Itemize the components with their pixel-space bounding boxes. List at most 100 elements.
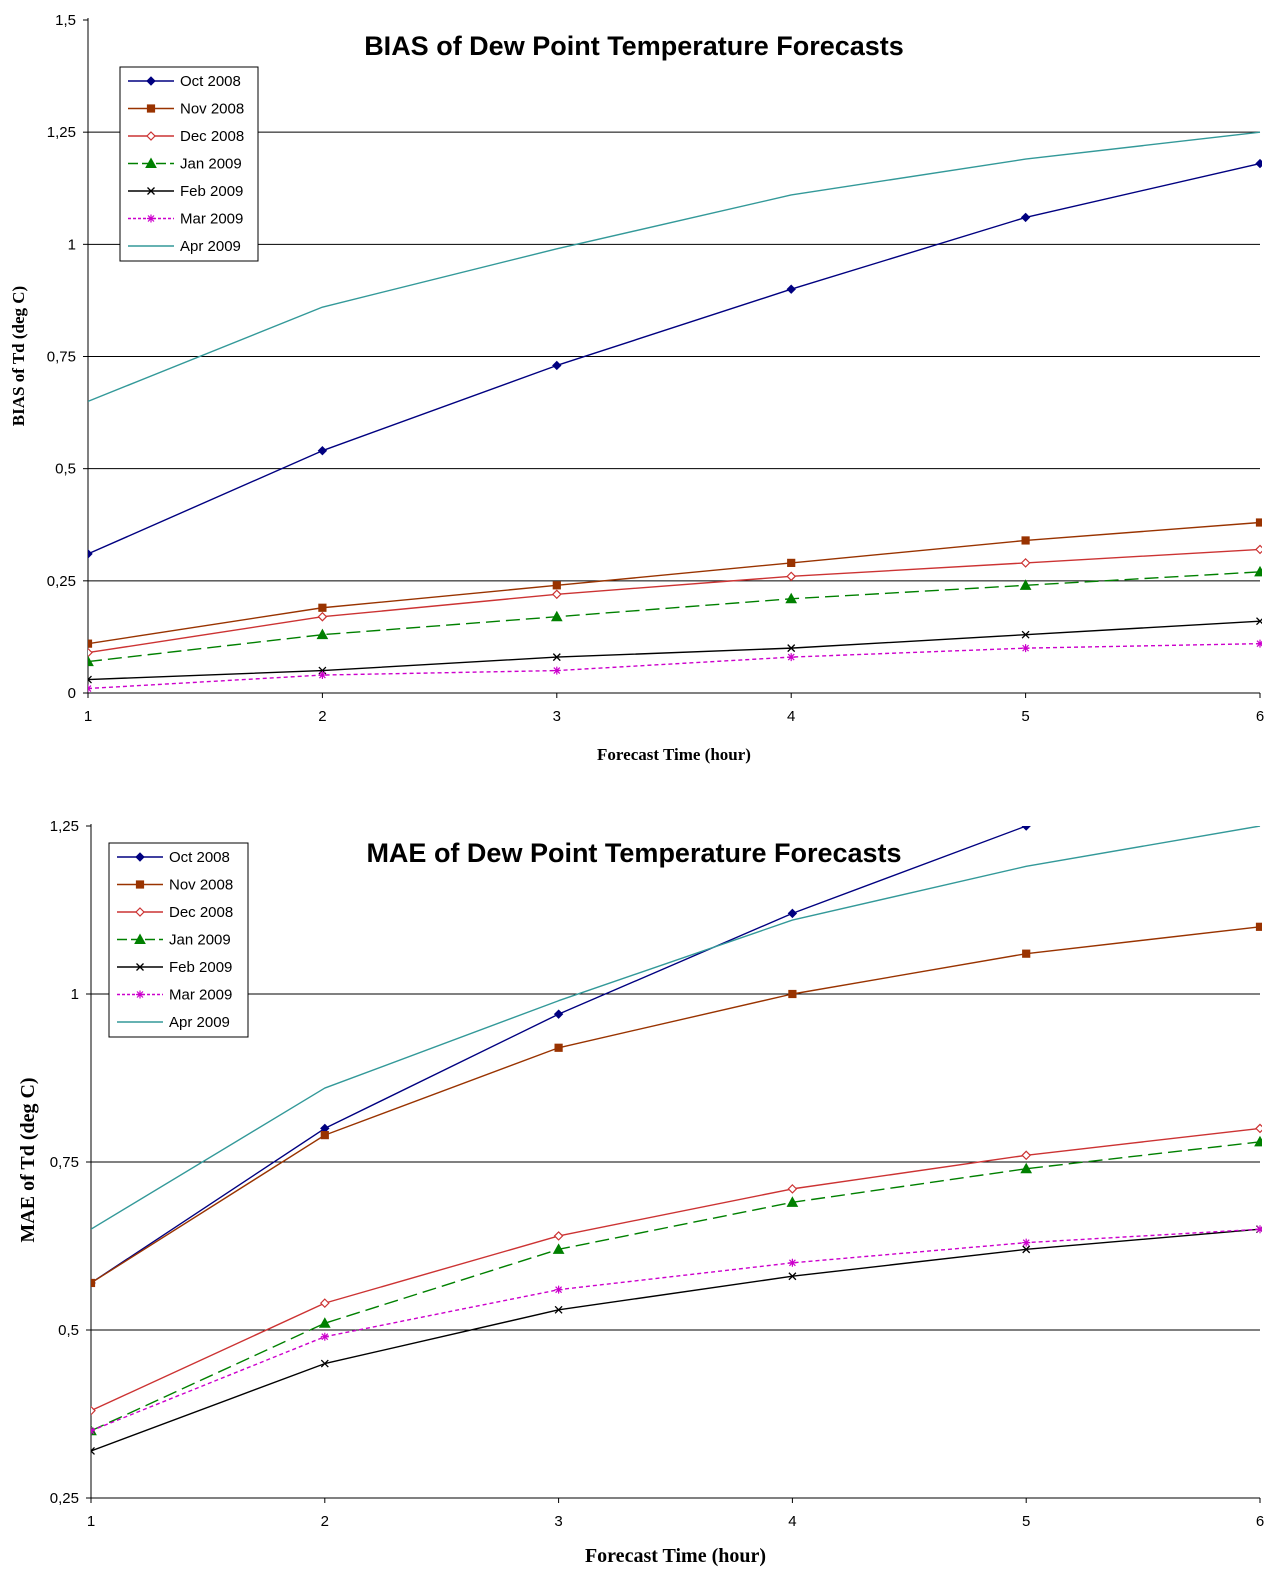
point-nov-2008 [320, 1131, 329, 1140]
point-oct-2008 [553, 1009, 564, 1019]
series-line-nov-2008 [88, 521, 1261, 645]
point-feb-2009 [91, 1447, 95, 1455]
point-oct-2008 [787, 908, 798, 919]
series-line-apr-2009 [91, 826, 1261, 1230]
point-dec-2008 [317, 611, 328, 622]
point-oct-2008 [786, 284, 796, 294]
series-line-mar-2009 [91, 1228, 1261, 1432]
point-feb-2009 [554, 1305, 563, 1314]
x-tick-label: 1 [87, 1513, 95, 1530]
legend-marker-mar-2009 [136, 990, 144, 999]
point-nov-2008 [787, 558, 796, 567]
y-tick-label: 0,75 [50, 1154, 79, 1171]
point-nov-2008 [1022, 949, 1031, 958]
point-jan-2009 [1020, 1162, 1033, 1174]
point-oct-2008 [552, 360, 562, 371]
legend-label-nov-2008: Nov 2008 [180, 101, 244, 118]
point-jan-2009 [1254, 565, 1262, 577]
point-jan-2009 [552, 1243, 565, 1254]
mae-chart: 0,25 0,5 0,75 1 1,25 1 2 3 4 5 6 Forecast Time (hou… [17, 818, 1264, 1567]
y-tick-label: 0,25 [47, 573, 76, 590]
x-tick-label: 3 [554, 1513, 562, 1530]
x-tick-label: 4 [788, 1513, 796, 1530]
point-dec-2008 [786, 571, 797, 582]
point-dec-2008 [553, 1231, 564, 1241]
point-nov-2008 [91, 1278, 96, 1288]
series-line-feb-2009 [91, 1228, 1261, 1452]
series-line-jan-2009 [91, 1141, 1261, 1432]
y-tick-label: 1,25 [47, 124, 76, 141]
y-axis-title: MAE of Td (deg C) [17, 1077, 39, 1242]
point-dec-2008 [551, 589, 562, 600]
legend-marker-oct-2008 [135, 852, 145, 862]
series-line-jan-2009 [88, 571, 1261, 663]
legend-label-jan-2009: Jan 2009 [169, 932, 231, 949]
y-tick-label: 0,5 [58, 1322, 79, 1339]
point-nov-2008 [88, 639, 93, 648]
plot-area [91, 826, 1262, 1455]
legend-label-nov-2008: Nov 2008 [169, 877, 233, 894]
point-jan-2009 [550, 610, 563, 622]
point-mar-2009 [788, 1258, 797, 1267]
legend-marker-feb-2009 [136, 963, 144, 971]
x-axis-title: Forecast Time (hour) [585, 1545, 766, 1567]
y-tick-label: 0,75 [47, 349, 76, 366]
x-tick-label: 6 [1256, 708, 1264, 725]
y-tick-label: 0,25 [50, 1490, 79, 1507]
point-feb-2009 [787, 644, 796, 653]
point-mar-2009 [552, 666, 561, 675]
legend-marker-dec-2008 [146, 131, 156, 141]
legend-marker-nov-2008 [146, 104, 156, 113]
x-tick-label: 2 [318, 708, 326, 725]
point-feb-2009 [1256, 617, 1262, 626]
series-line-dec-2008 [88, 548, 1261, 654]
chart-title: BIAS of Dew Point Temperature Forecasts [364, 31, 904, 61]
point-nov-2008 [1021, 536, 1030, 545]
point-feb-2009 [88, 675, 92, 684]
point-oct-2008 [1020, 212, 1031, 223]
y-tick-label: 0 [68, 685, 76, 702]
y-axis-title: BIAS of Td (deg C) [9, 286, 28, 426]
legend-label-feb-2009: Feb 2009 [180, 183, 243, 200]
point-jan-2009 [786, 1196, 799, 1207]
plot-area [88, 131, 1262, 693]
legend-marker-mar-2009 [147, 214, 155, 223]
series-line-oct-2008 [91, 826, 1028, 1284]
bias-chart: 0 0,25 0,5 0,75 1 1,25 1,5 1 2 3 4 5 6 Forecast Time … [9, 12, 1264, 764]
x-tick-label: 1 [84, 708, 92, 725]
legend-label-mar-2009: Mar 2009 [180, 211, 243, 228]
legend-label-jan-2009: Jan 2009 [180, 156, 242, 173]
point-dec-2008 [88, 647, 93, 658]
point-nov-2008 [554, 1043, 563, 1052]
point-feb-2009 [320, 1359, 329, 1368]
point-jan-2009 [318, 1317, 331, 1328]
chart-title: MAE of Dew Point Temperature Forecasts [366, 838, 901, 868]
legend-label-oct-2008: Oct 2008 [180, 73, 241, 90]
x-tick-label: 6 [1256, 1513, 1264, 1530]
point-oct-2008 [317, 446, 328, 456]
point-mar-2009 [1021, 644, 1030, 653]
point-jan-2009 [88, 655, 94, 667]
point-jan-2009 [1254, 1135, 1262, 1147]
series-line-apr-2009 [88, 131, 1261, 403]
x-tick-label: 4 [787, 708, 795, 725]
legend-label-mar-2009: Mar 2009 [169, 987, 232, 1004]
y-tick-label: 1,25 [50, 818, 79, 835]
legend-marker-dec-2008 [135, 907, 145, 917]
point-oct-2008 [88, 549, 93, 559]
series-line-feb-2009 [88, 620, 1261, 681]
legend-label-dec-2008: Dec 2008 [169, 904, 233, 921]
legend-marker-jan-2009 [145, 157, 157, 168]
legend-marker-nov-2008 [135, 880, 145, 889]
point-mar-2009 [1022, 1238, 1031, 1247]
series-line-mar-2009 [88, 642, 1261, 690]
point-jan-2009 [785, 592, 798, 604]
y-tick-label: 1 [71, 986, 79, 1003]
series-line-oct-2008 [88, 162, 1261, 555]
point-nov-2008 [552, 581, 561, 590]
point-mar-2009 [320, 1332, 329, 1341]
point-nov-2008 [788, 989, 797, 999]
x-tick-label: 5 [1021, 708, 1029, 725]
series-line-nov-2008 [91, 926, 1261, 1284]
